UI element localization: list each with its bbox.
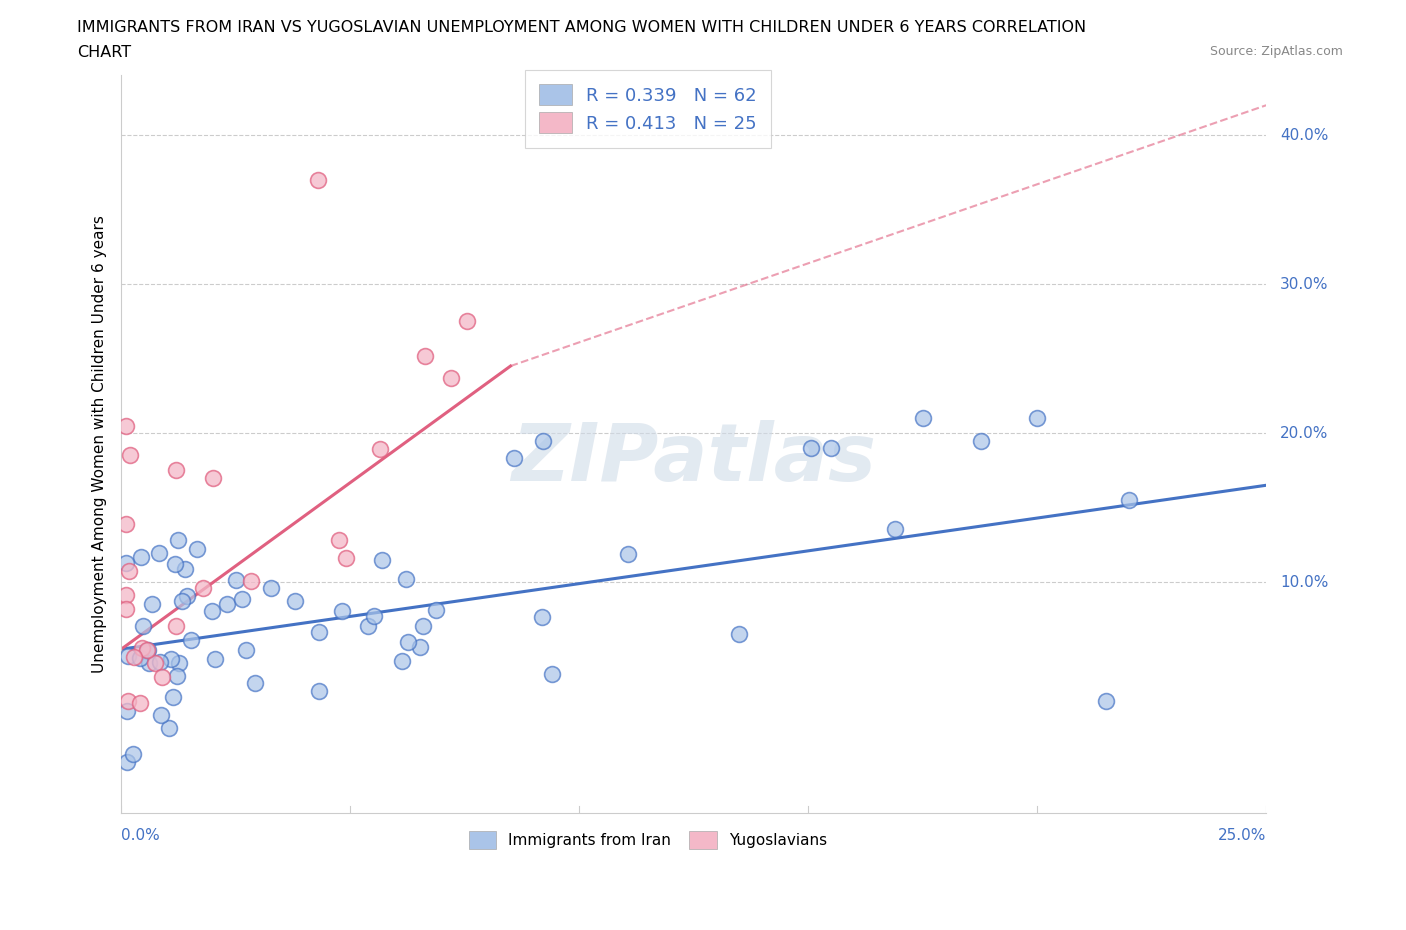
Point [136,644,159,658]
Point [128,696,150,711]
Point [120,448,142,463]
Point [396,634,419,649]
Point [307,172,329,187]
Text: 10.0%: 10.0% [1279,575,1329,590]
Point [117,564,139,578]
Point [180,632,202,647]
Point [136,643,159,658]
Text: ZIPatlas: ZIPatlas [512,420,876,498]
Point [172,594,194,609]
Point [122,746,145,761]
Point [235,643,257,658]
Point [531,609,554,624]
Point [167,656,190,671]
Point [328,533,350,548]
Point [150,669,173,684]
Point [456,313,478,328]
Text: CHART: CHART [77,45,131,60]
Point [1118,493,1140,508]
Point [970,433,993,448]
Point [883,522,905,537]
Point [159,652,181,667]
Point [201,471,224,485]
Point [138,656,160,671]
Point [165,618,187,633]
Y-axis label: Unemployment Among Women with Children Under 6 years: Unemployment Among Women with Children U… [93,216,107,673]
Point [239,573,262,588]
Point [122,649,145,664]
Point [114,602,136,617]
Text: 0.0%: 0.0% [121,828,160,843]
Point [174,562,197,577]
Point [117,754,139,769]
Text: 40.0%: 40.0% [1279,127,1329,142]
Point [440,370,463,385]
Point [131,641,153,656]
Point [165,463,187,478]
Point [176,589,198,604]
Text: IMMIGRANTS FROM IRAN VS YUGOSLAVIAN UNEMPLOYMENT AMONG WOMEN WITH CHILDREN UNDER: IMMIGRANTS FROM IRAN VS YUGOSLAVIAN UNEM… [77,20,1087,35]
Point [617,547,640,562]
Point [541,666,564,681]
Point [143,656,166,671]
Point [162,689,184,704]
Point [1026,411,1049,426]
Point [163,557,186,572]
Point [245,675,267,690]
Point [135,643,157,658]
Point [114,418,136,433]
Point [330,604,353,618]
Point [148,545,170,560]
Point [225,572,247,587]
Point [728,627,751,642]
Point [391,653,413,668]
Text: 20.0%: 20.0% [1279,426,1329,441]
Point [800,441,823,456]
Point [149,707,172,722]
Point [149,654,172,669]
Point [308,625,330,640]
Point [531,433,554,448]
Point [820,441,842,456]
Point [395,572,418,587]
Point [166,669,188,684]
Point [204,651,226,666]
Point [191,580,214,595]
Point [363,609,385,624]
Point [370,442,392,457]
Point [357,619,380,634]
Point [335,551,357,565]
Point [284,593,307,608]
Point [129,651,152,666]
Text: 30.0%: 30.0% [1279,276,1329,292]
Text: 25.0%: 25.0% [1218,828,1267,843]
Point [157,721,180,736]
Point [260,580,283,595]
Point [231,591,253,606]
Point [425,603,447,618]
Point [114,588,136,603]
Point [114,517,136,532]
Point [115,704,138,719]
Point [117,649,139,664]
Point [308,684,330,698]
Point [1095,694,1118,709]
Legend: Immigrants from Iran, Yugoslavians: Immigrants from Iran, Yugoslavians [457,818,839,861]
Point [114,555,136,570]
Point [129,550,152,565]
Point [141,597,163,612]
Point [412,619,434,634]
Point [167,532,190,547]
Point [201,604,224,618]
Point [217,597,239,612]
Point [911,411,934,426]
Point [132,618,155,633]
Text: Source: ZipAtlas.com: Source: ZipAtlas.com [1209,45,1343,58]
Point [409,639,432,654]
Point [502,451,524,466]
Point [117,693,139,708]
Point [186,541,208,556]
Point [413,349,436,364]
Point [371,552,394,567]
